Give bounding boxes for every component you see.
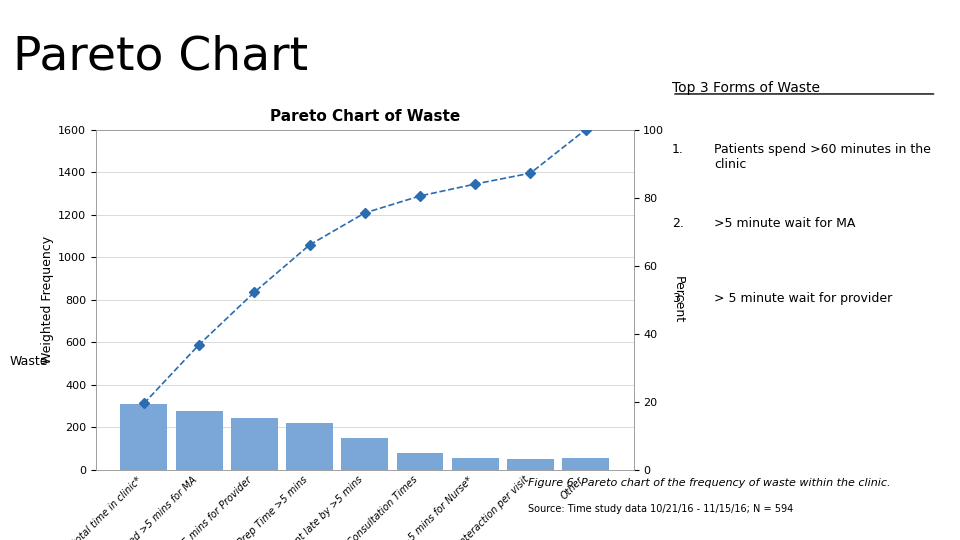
Bar xyxy=(286,423,333,470)
Text: 2.: 2. xyxy=(672,217,684,230)
Bar xyxy=(231,418,277,470)
Y-axis label: Percent: Percent xyxy=(671,276,684,323)
Text: Waste: Waste xyxy=(10,355,48,368)
Bar xyxy=(396,453,444,470)
Bar xyxy=(507,459,554,470)
Bar xyxy=(563,458,610,470)
Bar xyxy=(120,404,167,470)
Text: Pareto Chart: Pareto Chart xyxy=(12,34,308,79)
Text: Top 3 Forms of Waste: Top 3 Forms of Waste xyxy=(672,81,820,95)
Text: Source: Time study data 10/21/16 - 11/15/16; N = 594: Source: Time study data 10/21/16 - 11/15… xyxy=(528,504,793,514)
Text: > 5 minute wait for provider: > 5 minute wait for provider xyxy=(713,292,892,305)
Bar xyxy=(176,411,223,470)
Y-axis label: Weighted Frequency: Weighted Frequency xyxy=(41,235,54,364)
Title: Pareto Chart of Waste: Pareto Chart of Waste xyxy=(270,109,460,124)
Text: Figure 6: Pareto chart of the frequency of waste within the clinic.: Figure 6: Pareto chart of the frequency … xyxy=(528,478,891,488)
Text: >5 minute wait for MA: >5 minute wait for MA xyxy=(713,217,855,230)
Text: 3.: 3. xyxy=(672,292,684,305)
Text: Patients spend >60 minutes in the
clinic: Patients spend >60 minutes in the clinic xyxy=(713,143,930,171)
Bar xyxy=(452,458,498,470)
Text: 1.: 1. xyxy=(672,143,684,156)
Bar xyxy=(342,438,388,470)
